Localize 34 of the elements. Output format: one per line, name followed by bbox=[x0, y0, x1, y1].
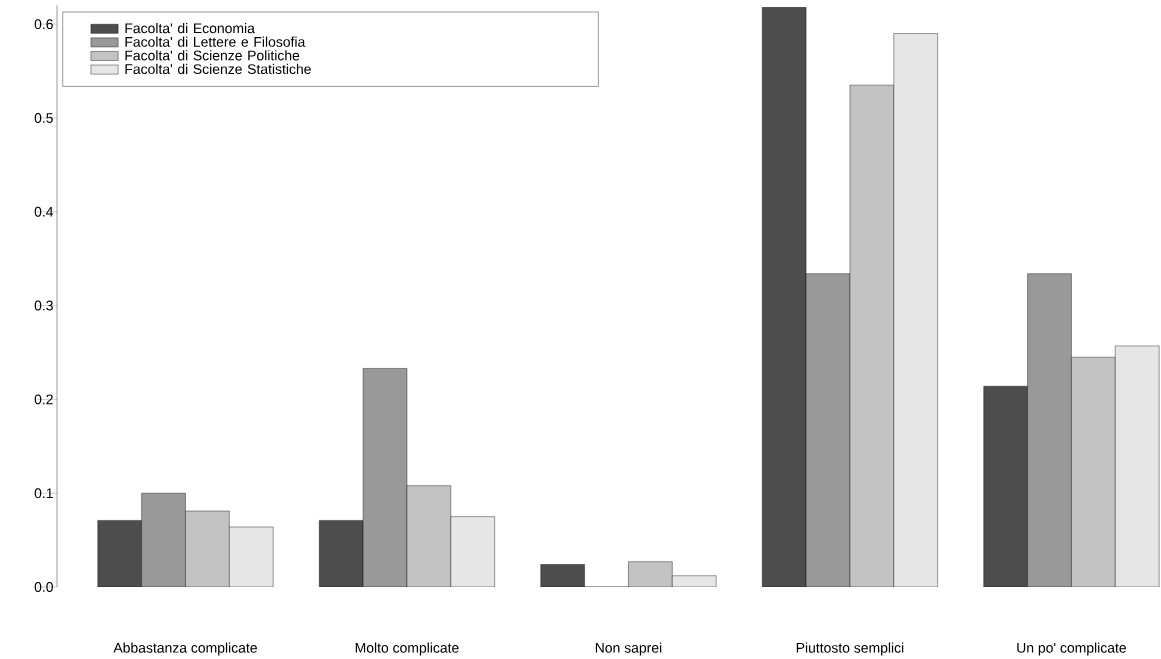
legend-label: Facolta' di Scienze Politiche bbox=[125, 50, 300, 61]
bar bbox=[97, 520, 142, 588]
bar bbox=[893, 33, 938, 588]
x-tick-label: Un po' complicate bbox=[1017, 642, 1126, 656]
bar bbox=[319, 520, 364, 588]
bar bbox=[229, 526, 274, 588]
y-tick-label: 0.3 bbox=[34, 300, 53, 311]
bar bbox=[362, 368, 408, 588]
y-tick-label: 0.0 bbox=[34, 582, 53, 593]
bar bbox=[628, 561, 673, 588]
bar bbox=[450, 516, 495, 588]
y-tick-label: 0.2 bbox=[34, 394, 53, 405]
bar bbox=[805, 273, 851, 588]
x-tick-label: Abbastanza complicate bbox=[113, 642, 257, 656]
x-tick-label: Piuttosto semplici bbox=[796, 642, 904, 656]
bar bbox=[185, 510, 230, 588]
bar bbox=[406, 485, 452, 588]
y-tick-label: 0.4 bbox=[34, 206, 54, 217]
x-tick-label: Molto complicate bbox=[355, 642, 459, 656]
bar bbox=[1071, 357, 1116, 588]
y-tick-label: 0.5 bbox=[34, 113, 53, 123]
y-tick-label: 0.6 bbox=[34, 19, 53, 30]
bar bbox=[762, 7, 807, 588]
bar bbox=[141, 493, 186, 588]
bar bbox=[1027, 273, 1072, 588]
legend-label: Facolta' di Economia bbox=[125, 23, 255, 34]
bar bbox=[540, 564, 585, 588]
bar bbox=[849, 85, 894, 588]
bar bbox=[1115, 345, 1160, 588]
legend-label: Facolta' di Scienze Statistiche bbox=[125, 63, 311, 75]
x-tick-label: Non saprei bbox=[595, 642, 662, 656]
y-tick-label: 0.1 bbox=[34, 488, 53, 499]
bar bbox=[983, 386, 1028, 588]
legend-label: Facolta' di Lettere e Filosofia bbox=[125, 36, 306, 47]
